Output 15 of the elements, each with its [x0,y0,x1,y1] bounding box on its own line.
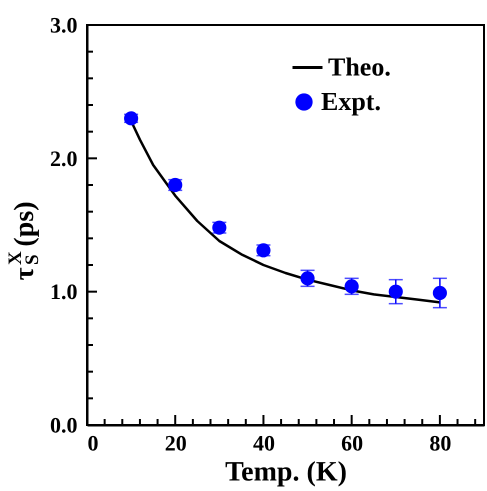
x-axis-title: Temp. (K) [225,456,347,488]
y-tick-label: 3.0 [50,12,78,38]
x-tick-label: 20 [164,430,187,456]
x-tick-label: 60 [341,430,364,456]
x-tick-label: 80 [429,430,452,456]
point [388,284,403,299]
y-axis-title: τSX (ps) [5,201,43,280]
legend-label: Expt. [321,87,381,116]
y-tick-label: 2.0 [50,146,78,171]
y-tick-label: 0.0 [50,412,78,438]
legend-label: Theo. [328,52,391,82]
x-tick-label: 0 [88,430,98,456]
point [432,286,447,300]
x-tick-label: 40 [252,430,275,456]
y-tick-label: 1.0 [50,279,78,304]
